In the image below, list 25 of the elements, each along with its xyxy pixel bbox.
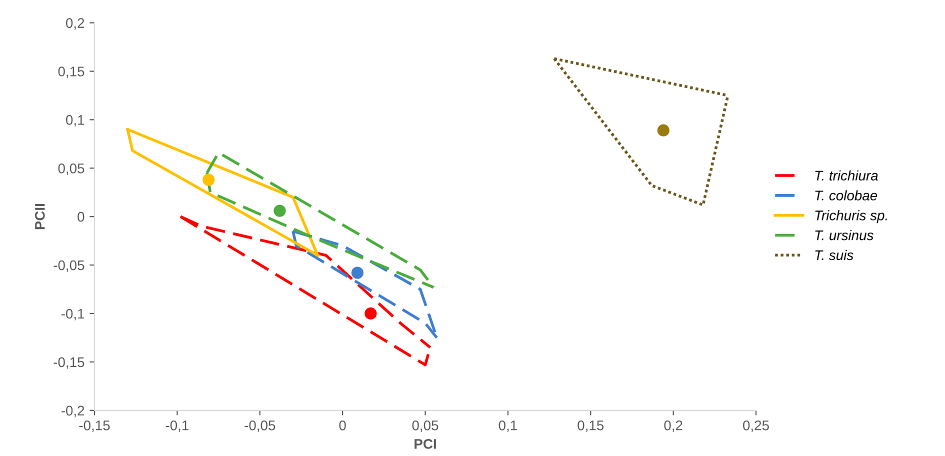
x-tick-label: 0,25 <box>743 420 769 432</box>
x-tick-label: -0,15 <box>79 420 110 432</box>
y-tick-label: -0,15 <box>54 357 84 369</box>
x-tick-label: 0,1 <box>498 420 517 432</box>
x-tick-label: 0,15 <box>578 420 604 432</box>
y-tick-label: 0,1 <box>66 115 84 127</box>
x-tick-label: 0 <box>339 420 346 430</box>
y-tick-label: -0,1 <box>61 308 84 320</box>
legend-label: T. suis <box>815 250 854 260</box>
y-tick-label: -0,05 <box>54 260 84 272</box>
legend-label: Trichuris sp. <box>815 210 887 224</box>
y-axis-title: PCII <box>34 204 45 230</box>
y-tick-label: 0 <box>78 212 84 222</box>
x-tick-label: 0,2 <box>664 420 682 432</box>
x-tick-label: -0,05 <box>244 420 276 432</box>
y-tick-label: -0,2 <box>61 406 84 418</box>
x-axis-title: PCI <box>414 438 436 449</box>
y-tick-label: 0,05 <box>58 163 84 175</box>
legend-label: T. colobae <box>815 190 878 200</box>
x-tick-label: -0,1 <box>166 420 188 432</box>
legend-label: T. trichiura <box>815 170 878 181</box>
legend-label: T. ursinus <box>815 230 874 240</box>
y-tick-label: 0,2 <box>66 18 84 30</box>
y-tick-label: 0,15 <box>58 66 84 78</box>
x-tick-label: 0,05 <box>412 420 438 432</box>
